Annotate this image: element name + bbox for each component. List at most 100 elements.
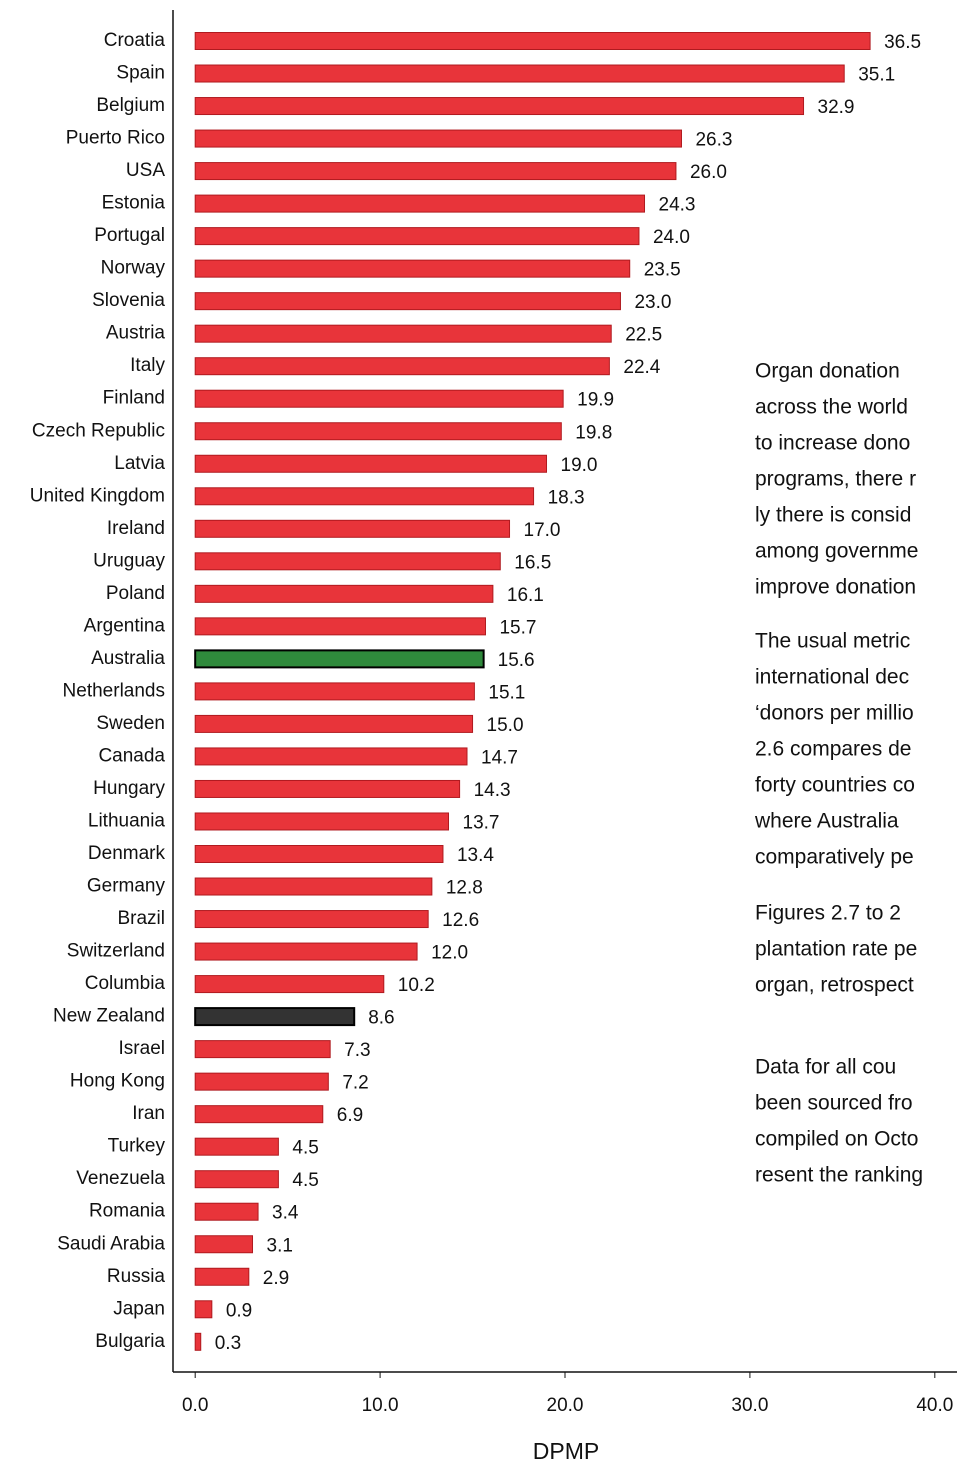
paragraph-line: among governme	[755, 540, 918, 563]
value-label: 22.4	[623, 357, 660, 378]
value-label: 35.1	[858, 65, 895, 86]
bar	[194, 194, 646, 213]
value-label: 3.4	[272, 1203, 299, 1224]
y-tick-label: Poland	[106, 583, 165, 604]
bar	[194, 1137, 279, 1156]
value-label: 7.3	[344, 1040, 370, 1061]
value-label: 23.5	[644, 260, 681, 281]
bar	[194, 552, 501, 571]
bar	[194, 975, 385, 994]
bar	[194, 747, 468, 766]
y-tick-label: Italy	[130, 355, 165, 376]
value-label: 0.3	[215, 1333, 241, 1354]
y-tick-label: Belgium	[96, 95, 165, 116]
paragraph-line: Organ donation	[755, 360, 900, 383]
value-label: 16.1	[507, 585, 544, 606]
y-tick-label: Ireland	[107, 518, 165, 539]
bar	[194, 1267, 250, 1286]
value-label: 4.5	[292, 1170, 318, 1191]
y-tick-label: Iran	[132, 1103, 165, 1124]
y-tick-label: New Zealand	[53, 1006, 165, 1027]
paragraph-line: comparatively pe	[755, 846, 914, 869]
value-label: 16.5	[514, 552, 551, 573]
bar	[194, 877, 433, 896]
y-tick-label: Turkey	[108, 1136, 166, 1157]
value-label: 15.6	[498, 650, 535, 671]
x-tick-label: 40.0	[916, 1395, 953, 1416]
y-tick-label: Israel	[119, 1038, 165, 1059]
y-tick-label: Denmark	[88, 843, 166, 864]
bar	[194, 64, 845, 83]
y-tick-label: Germany	[87, 876, 166, 897]
bar	[194, 32, 871, 50]
value-label: 15.0	[487, 715, 524, 736]
bar	[194, 324, 612, 343]
bar	[194, 779, 461, 798]
y-tick-label: Czech Republic	[32, 420, 165, 441]
paragraph-line: 2.6 compares de	[755, 738, 911, 761]
y-tick-label: Argentina	[84, 615, 166, 636]
paragraph-line: resent the ranking	[755, 1164, 923, 1187]
bar	[194, 617, 486, 636]
bar	[194, 454, 548, 473]
value-label: 10.2	[398, 975, 435, 996]
paragraph-line: plantation rate pe	[755, 938, 917, 961]
bar	[194, 910, 429, 929]
bar	[194, 1007, 356, 1027]
value-label: 12.0	[431, 943, 468, 964]
bar	[194, 649, 485, 669]
value-label: 23.0	[634, 292, 671, 313]
value-label: 22.5	[625, 325, 662, 346]
y-tick-label: Croatia	[104, 30, 166, 51]
value-label: 3.1	[267, 1235, 293, 1256]
bar	[194, 129, 682, 148]
paragraph-line: programs, there r	[755, 468, 916, 491]
y-tick-label: Brazil	[117, 908, 165, 929]
value-label: 8.6	[368, 1008, 394, 1029]
value-label: 14.3	[474, 780, 511, 801]
value-label: 19.8	[575, 422, 612, 443]
y-tick-label: Portugal	[94, 225, 165, 246]
bar	[194, 584, 494, 603]
bar	[194, 682, 475, 701]
y-tick-label: United Kingdom	[30, 485, 165, 506]
y-tick-label: Sweden	[96, 713, 165, 734]
y-tick-label: Hungary	[93, 778, 165, 799]
x-tick-label: 30.0	[731, 1395, 768, 1416]
bar	[194, 714, 474, 733]
bar	[194, 357, 610, 376]
y-tick-label: Russia	[107, 1266, 166, 1287]
paragraph-line: organ, retrospect	[755, 974, 914, 997]
y-tick-label: Puerto Rico	[66, 128, 165, 149]
value-label: 26.3	[695, 130, 732, 151]
value-label: 15.1	[488, 682, 525, 703]
value-label: 36.5	[884, 32, 921, 53]
y-tick-label: Latvia	[114, 453, 165, 474]
bar	[194, 227, 640, 246]
y-tick-label: Canada	[98, 745, 165, 766]
y-tick-label: USA	[126, 160, 165, 181]
bar	[194, 422, 562, 441]
bar	[194, 1072, 329, 1091]
bar	[194, 1170, 279, 1189]
y-tick-label: Japan	[113, 1298, 165, 1319]
value-label: 15.7	[499, 617, 536, 638]
bar	[194, 1202, 259, 1221]
y-tick-label: Venezuela	[76, 1168, 165, 1189]
bar	[194, 1040, 331, 1059]
value-label: 13.7	[463, 812, 500, 833]
value-label: 19.9	[577, 390, 614, 411]
bar	[194, 1332, 202, 1351]
value-label: 24.0	[653, 227, 690, 248]
paragraph-line: Figures 2.7 to 2	[755, 902, 901, 925]
y-tick-label: Netherlands	[63, 680, 165, 701]
bar	[194, 259, 631, 278]
y-tick-label: Lithuania	[88, 810, 166, 831]
y-tick-label: Columbia	[85, 973, 166, 994]
value-label: 12.6	[442, 910, 479, 931]
y-tick-label: Bulgaria	[95, 1331, 165, 1352]
value-label: 7.2	[342, 1073, 368, 1094]
paragraph-line: The usual metric	[755, 630, 910, 653]
paragraph-line: Data for all cou	[755, 1056, 896, 1079]
